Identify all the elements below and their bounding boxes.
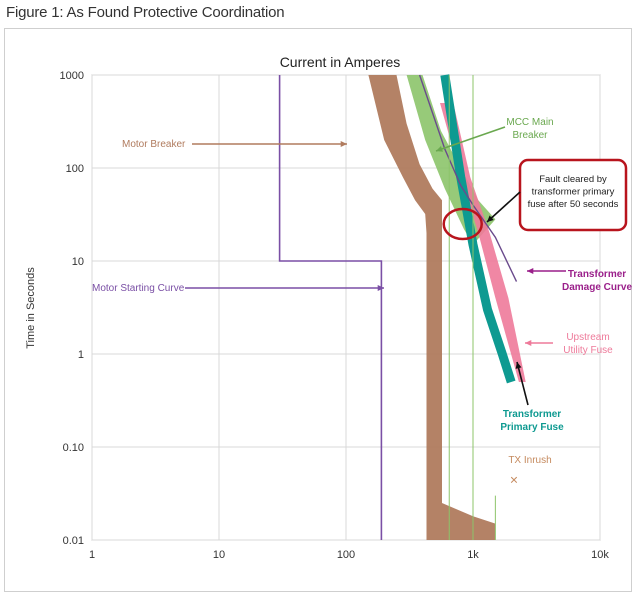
transformer-primary-fuse-arrow bbox=[516, 361, 529, 406]
x-tick-label: 100 bbox=[337, 549, 355, 561]
mcc-main-breaker-label: Breaker bbox=[512, 130, 548, 141]
motor-starting-arrow-head bbox=[377, 284, 384, 292]
fault-callout-arrow bbox=[486, 191, 521, 223]
transformer-primary-fuse-label: Primary Fuse bbox=[500, 422, 564, 433]
transformer-primary-fuse-curve bbox=[440, 74, 516, 384]
fault-callout-arrow-head bbox=[487, 215, 494, 222]
axes: 1 10 100 1k 10k 1000 100 10 1 0.10 0.01 bbox=[60, 70, 610, 561]
y-tick-label: 0.10 bbox=[63, 442, 84, 454]
mcc-main-breaker-arrow-head bbox=[436, 146, 443, 152]
chart-title: Current in Amperes bbox=[280, 54, 401, 70]
motor-breaker-band bbox=[368, 75, 496, 540]
motor-starting-label: Motor Starting Curve bbox=[92, 283, 185, 294]
x-tick-label: 10k bbox=[591, 549, 609, 561]
upstream-fuse-label: Utility Fuse bbox=[563, 345, 613, 356]
mcc-main-breaker-arrow bbox=[435, 126, 506, 152]
motor-breaker-label: Motor Breaker bbox=[122, 139, 186, 150]
figure-title: Figure 1: As Found Protective Coordinati… bbox=[6, 4, 285, 21]
y-tick-label: 10 bbox=[72, 256, 84, 268]
fault-cleared-ellipse bbox=[442, 207, 483, 241]
tx-inrush-marker: × bbox=[510, 471, 518, 487]
motor-breaker-arrow-head bbox=[340, 140, 347, 148]
transformer-primary-fuse-arrow-head bbox=[515, 362, 522, 369]
y-tick-label: 1000 bbox=[60, 70, 84, 82]
transformer-primary-fuse-label: Transformer bbox=[503, 409, 561, 420]
y-axis-label: Time in Seconds bbox=[25, 267, 37, 349]
x-tick-label: 10 bbox=[213, 549, 225, 561]
transformer-damage-label: Damage Curve bbox=[562, 282, 632, 293]
motor-starting-curve bbox=[278, 75, 383, 540]
mcc-main-breaker-label: MCC Main bbox=[506, 117, 553, 128]
transformer-damage-curve bbox=[418, 74, 518, 282]
y-tick-label: 0.01 bbox=[63, 535, 84, 547]
curves bbox=[278, 74, 526, 540]
fault-callout-text: Fault cleared by bbox=[539, 174, 607, 185]
transformer-damage-label: Transformer bbox=[568, 269, 626, 280]
y-tick-label: 100 bbox=[66, 163, 84, 175]
upstream-fuse-arrow-head bbox=[525, 339, 532, 347]
x-tick-label: 1 bbox=[89, 549, 95, 561]
grid bbox=[91, 74, 601, 541]
fault-callout-text: fuse after 50 seconds bbox=[528, 199, 619, 210]
tx-inrush-label: TX Inrush bbox=[508, 455, 551, 466]
x-tick-label: 1k bbox=[467, 549, 479, 561]
fault-callout-box bbox=[518, 158, 628, 232]
upstream-fuse-label: Upstream bbox=[566, 332, 609, 343]
transformer-damage-arrow-head bbox=[527, 267, 534, 275]
annotations: Motor Breaker Motor Starting Curve MCC Mai… bbox=[92, 117, 632, 487]
y-tick-label: 1 bbox=[78, 349, 84, 361]
fault-callout-text: transformer primary bbox=[532, 187, 615, 198]
